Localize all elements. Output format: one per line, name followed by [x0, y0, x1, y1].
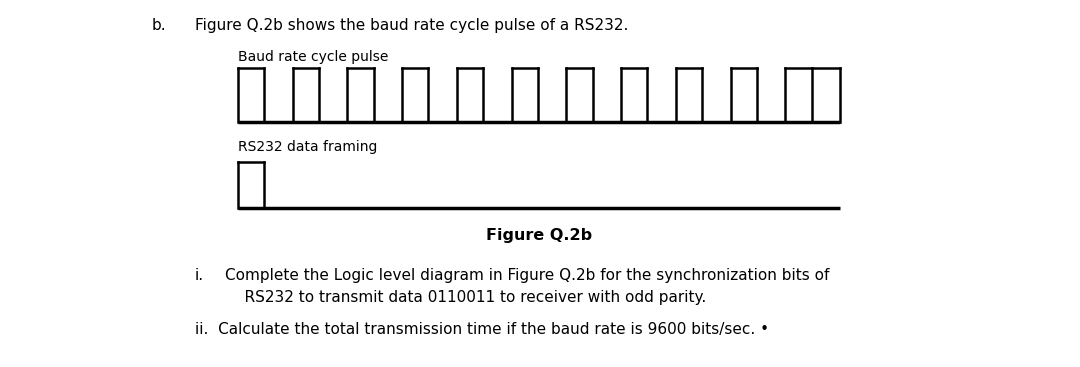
Text: Baud rate cycle pulse: Baud rate cycle pulse: [238, 50, 389, 64]
Text: Complete the Logic level diagram in Figure Q.2b for the synchronization bits of
: Complete the Logic level diagram in Figu…: [225, 268, 829, 305]
Text: Figure Q.2b: Figure Q.2b: [486, 228, 592, 243]
Text: i.: i.: [195, 268, 204, 283]
Text: Figure Q.2b shows the baud rate cycle pulse of a RS232.: Figure Q.2b shows the baud rate cycle pu…: [195, 18, 629, 33]
Text: b.: b.: [152, 18, 166, 33]
Text: ii.  Calculate the total transmission time if the baud rate is 9600 bits/sec. •: ii. Calculate the total transmission tim…: [195, 322, 769, 337]
Text: RS232 data framing: RS232 data framing: [238, 140, 377, 154]
